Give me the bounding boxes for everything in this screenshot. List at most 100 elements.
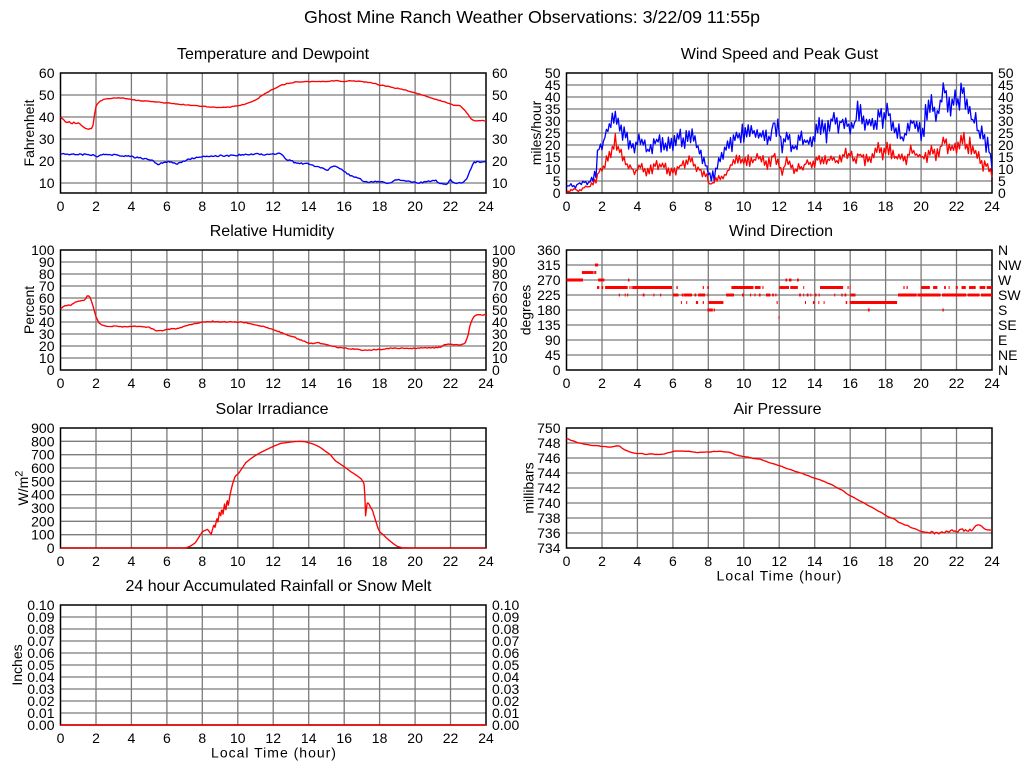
svg-text:SE: SE (998, 317, 1017, 333)
svg-text:8: 8 (704, 375, 712, 391)
svg-text:4: 4 (128, 198, 136, 214)
svg-text:180: 180 (537, 302, 561, 318)
svg-text:16: 16 (842, 198, 858, 214)
svg-text:10: 10 (230, 553, 246, 569)
svg-text:2: 2 (598, 375, 606, 391)
svg-text:0: 0 (47, 540, 55, 556)
svg-text:18: 18 (372, 375, 388, 391)
svg-text:14: 14 (301, 730, 317, 746)
svg-text:0.05: 0.05 (27, 657, 54, 673)
svg-text:8: 8 (198, 375, 206, 391)
svg-text:2: 2 (598, 198, 606, 214)
svg-text:2: 2 (92, 730, 100, 746)
svg-text:10: 10 (230, 375, 246, 391)
svg-text:0: 0 (57, 198, 65, 214)
svg-text:10: 10 (230, 730, 246, 746)
svg-text:0.06: 0.06 (492, 645, 519, 661)
svg-text:30: 30 (545, 113, 561, 129)
svg-text:360: 360 (537, 242, 561, 258)
svg-text:10: 10 (736, 375, 752, 391)
svg-text:20: 20 (913, 198, 929, 214)
svg-text:12: 12 (265, 375, 281, 391)
svg-text:14: 14 (301, 553, 317, 569)
svg-text:10: 10 (492, 350, 508, 366)
svg-text:0.01: 0.01 (492, 705, 519, 721)
svg-text:0.05: 0.05 (492, 657, 519, 673)
svg-text:25: 25 (998, 125, 1014, 141)
svg-text:20: 20 (407, 730, 423, 746)
svg-text:60: 60 (492, 290, 508, 306)
svg-text:4: 4 (634, 375, 642, 391)
svg-text:Percent: Percent (21, 286, 37, 334)
svg-text:18: 18 (372, 198, 388, 214)
svg-text:0: 0 (57, 730, 65, 746)
svg-text:20: 20 (998, 137, 1014, 153)
svg-text:18: 18 (372, 730, 388, 746)
svg-text:50: 50 (998, 65, 1014, 81)
svg-text:6: 6 (669, 198, 677, 214)
svg-text:736: 736 (537, 525, 561, 541)
svg-text:35: 35 (545, 101, 561, 117)
svg-text:734: 734 (537, 540, 561, 556)
svg-text:30: 30 (39, 131, 55, 147)
svg-text:70: 70 (492, 278, 508, 294)
svg-text:50: 50 (39, 302, 55, 318)
svg-text:18: 18 (372, 553, 388, 569)
svg-text:24: 24 (478, 375, 494, 391)
svg-text:16: 16 (336, 730, 352, 746)
svg-text:200: 200 (31, 513, 55, 529)
svg-text:22: 22 (949, 198, 965, 214)
svg-text:12: 12 (265, 553, 281, 569)
svg-text:0.10: 0.10 (492, 597, 519, 613)
svg-text:90: 90 (39, 254, 55, 270)
svg-text:22: 22 (443, 553, 459, 569)
svg-text:400: 400 (31, 487, 55, 503)
svg-text:8: 8 (704, 198, 712, 214)
svg-text:22: 22 (949, 375, 965, 391)
svg-text:22: 22 (443, 198, 459, 214)
svg-text:40: 40 (39, 314, 55, 330)
svg-text:22: 22 (949, 553, 965, 569)
svg-text:millibars: millibars (521, 462, 537, 513)
svg-text:20: 20 (39, 153, 55, 169)
svg-text:Wind Speed and Peak Gust: Wind Speed and Peak Gust (681, 46, 879, 63)
svg-text:742: 742 (537, 480, 561, 496)
svg-text:20: 20 (913, 553, 929, 569)
svg-text:24: 24 (478, 198, 494, 214)
svg-text:16: 16 (336, 375, 352, 391)
svg-text:Solar Irradiance: Solar Irradiance (216, 401, 329, 418)
svg-text:0.03: 0.03 (27, 681, 54, 697)
svg-text:315: 315 (537, 257, 561, 273)
svg-text:40: 40 (492, 109, 508, 125)
svg-text:0.10: 0.10 (27, 597, 54, 613)
svg-text:NE: NE (998, 347, 1017, 363)
svg-text:0.02: 0.02 (492, 693, 519, 709)
svg-text:300: 300 (31, 500, 55, 516)
svg-text:80: 80 (492, 266, 508, 282)
svg-text:4: 4 (128, 553, 136, 569)
svg-text:0.07: 0.07 (27, 633, 54, 649)
svg-text:30: 30 (998, 113, 1014, 129)
svg-text:0.02: 0.02 (27, 693, 54, 709)
svg-text:22: 22 (443, 730, 459, 746)
svg-text:10: 10 (39, 175, 55, 191)
svg-text:45: 45 (998, 77, 1014, 93)
svg-text:24: 24 (478, 730, 494, 746)
svg-text:6: 6 (669, 375, 677, 391)
svg-text:S: S (998, 302, 1007, 318)
svg-text:35: 35 (998, 101, 1014, 117)
svg-text:30: 30 (492, 326, 508, 342)
svg-text:0.03: 0.03 (492, 681, 519, 697)
svg-text:8: 8 (198, 553, 206, 569)
svg-text:0.01: 0.01 (27, 705, 54, 721)
svg-text:4: 4 (634, 198, 642, 214)
svg-text:8: 8 (704, 553, 712, 569)
svg-text:24: 24 (984, 375, 1000, 391)
svg-text:135: 135 (537, 317, 561, 333)
svg-text:Temperature and Dewpoint: Temperature and Dewpoint (177, 46, 370, 63)
svg-text:12: 12 (265, 730, 281, 746)
svg-text:100: 100 (31, 242, 55, 258)
svg-text:0.04: 0.04 (27, 669, 54, 685)
svg-text:0.00: 0.00 (492, 717, 519, 733)
svg-text:10: 10 (736, 198, 752, 214)
